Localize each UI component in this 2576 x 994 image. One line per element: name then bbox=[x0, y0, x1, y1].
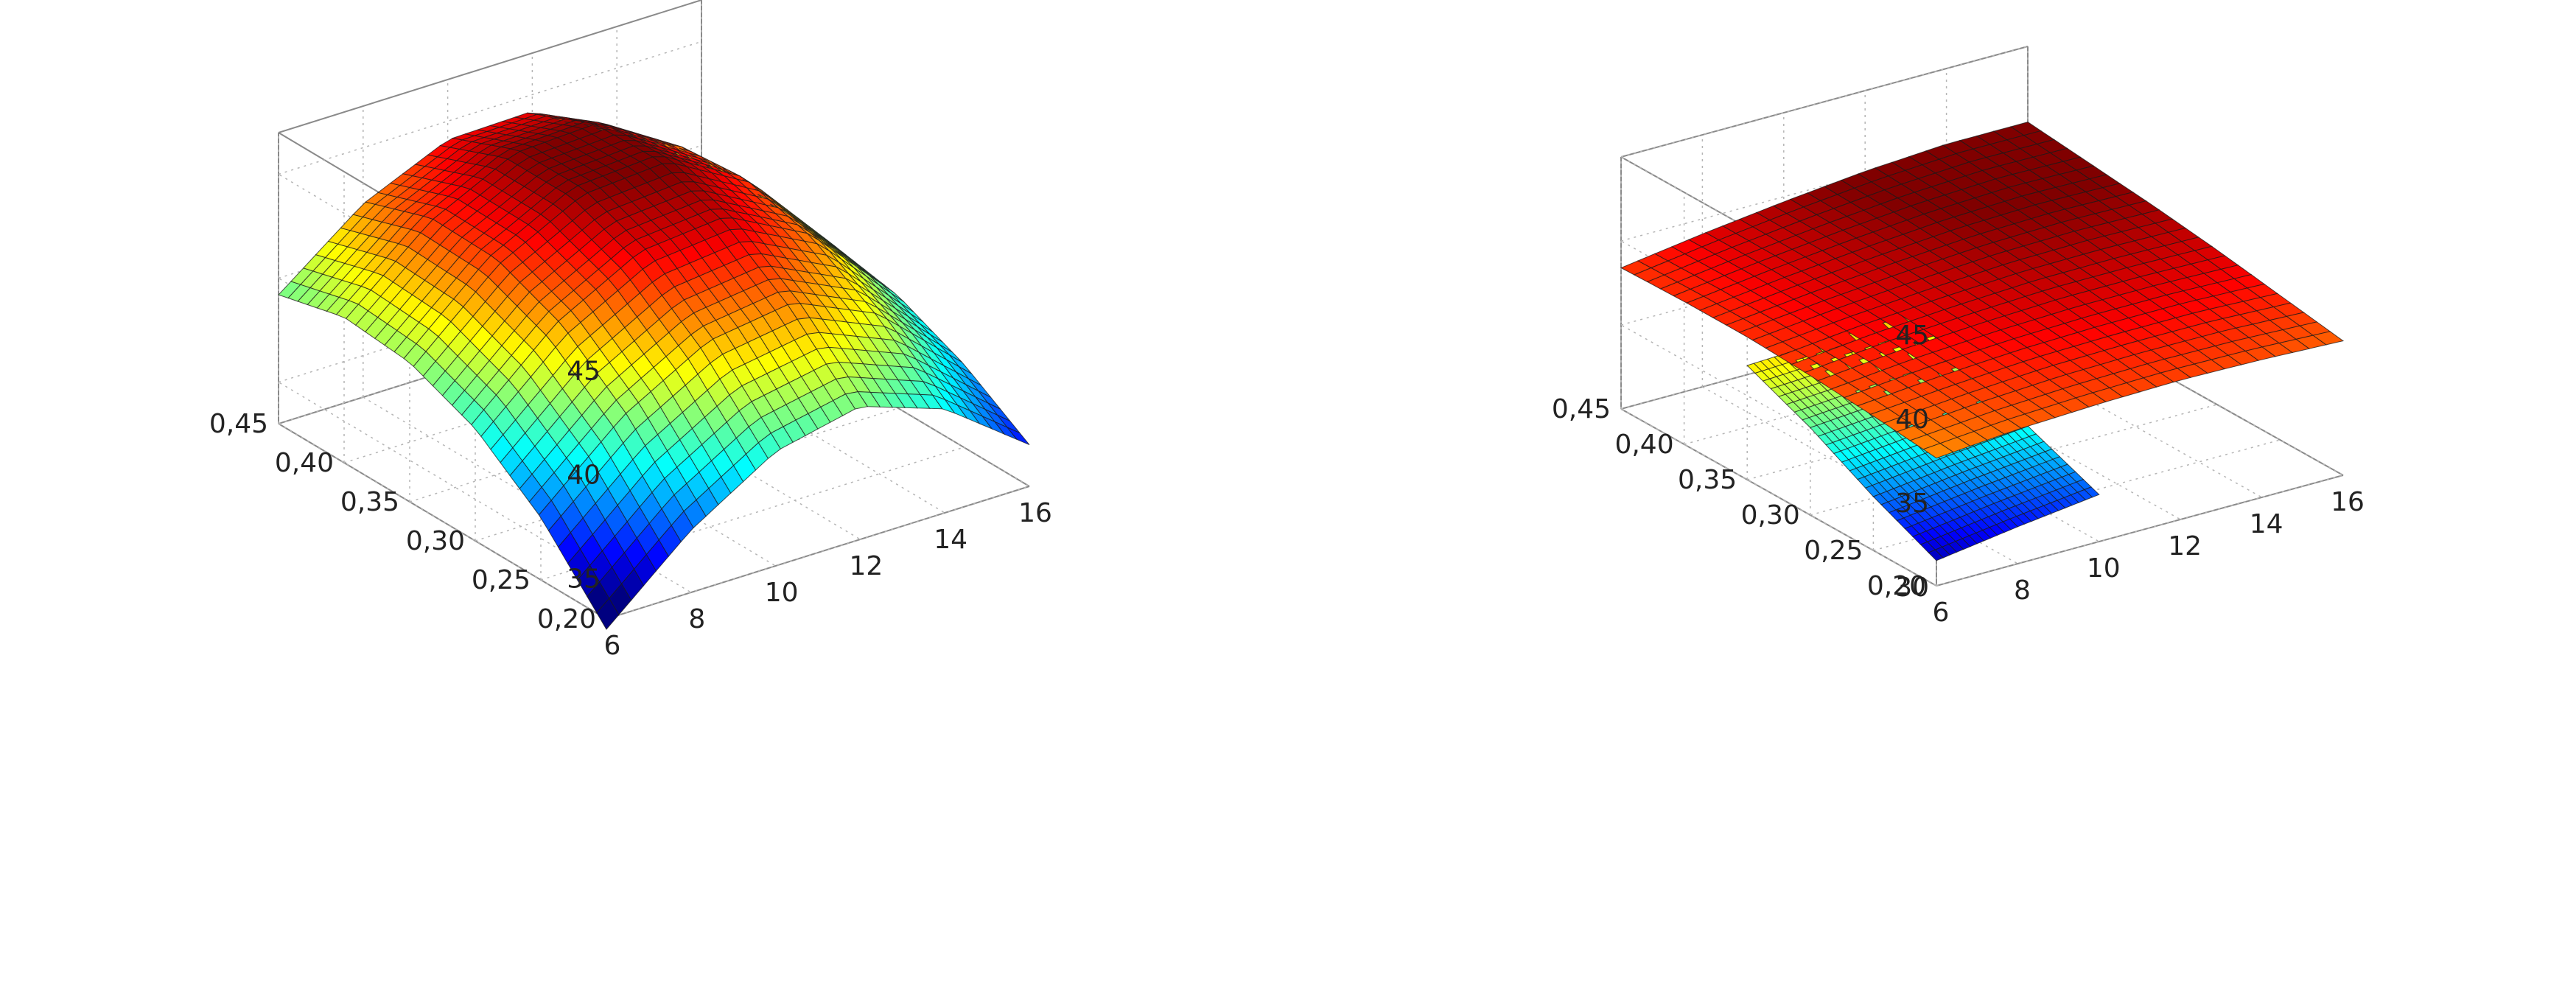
panel-b-surface bbox=[1620, 122, 2345, 561]
panel-a-gridline bbox=[409, 368, 833, 503]
panel-a-gridline bbox=[606, 486, 1030, 620]
panel-a-ticks: 6 8 10 12 14 16 0,200,250,300,350,400,45 35 40 45 bbox=[209, 356, 1052, 661]
panel-a-x-tick-label: 10 bbox=[765, 578, 799, 608]
panel-a-gridline bbox=[278, 41, 702, 175]
panel-b-frame-edge bbox=[1936, 475, 2344, 587]
panel-a-chart: 6 8 10 12 14 16 0,200,250,300,350,400,45 35 40 45 bbox=[209, 0, 1052, 661]
panel-a-y-tick-label: 0,40 bbox=[275, 448, 334, 478]
panel-b-y-tick-label: 0,30 bbox=[1741, 500, 1800, 531]
panel-a-y-tick-label: 0,30 bbox=[406, 526, 465, 556]
panel-b-gridline bbox=[1620, 408, 1937, 587]
panel-a-x-tick-label: 16 bbox=[1018, 498, 1052, 528]
panel-a-surface bbox=[278, 112, 1030, 630]
panel-a-gridline bbox=[278, 290, 702, 424]
panel-a-x-tick-label: 8 bbox=[688, 604, 705, 634]
panel-a-surface-patch bbox=[1007, 427, 1030, 446]
panel-b-x-tick-label: 14 bbox=[2250, 509, 2283, 539]
panel-a-z-tick-label: 45 bbox=[567, 356, 601, 386]
panel-a-gridline bbox=[278, 248, 702, 383]
panel-b-chart: 6 8 10 12 14 16 0,200,250,300,350,400,45 30 35 40… bbox=[1552, 46, 2365, 628]
panel-b-y-tick-label: 0,45 bbox=[1552, 394, 1611, 424]
panel-b-x-tick-label: 6 bbox=[1933, 598, 1950, 628]
panel-b-z-tick-label: 40 bbox=[1895, 405, 1929, 435]
panel-b-x-tick-label: 12 bbox=[2168, 531, 2202, 561]
panel-a-x-tick-label: 6 bbox=[604, 631, 621, 661]
panel-b-y-tick-label: 0,25 bbox=[1804, 536, 1863, 566]
panel-a-z-tick-label: 40 bbox=[567, 461, 601, 491]
panel-a-y-tick-label: 0,20 bbox=[537, 604, 596, 634]
panel-b-x-tick-label: 8 bbox=[2014, 575, 2031, 606]
panel-a-x-tick-label: 14 bbox=[934, 525, 967, 555]
panel-b-z-tick-label: 35 bbox=[1895, 489, 1929, 519]
panel-a-frame-edge bbox=[278, 423, 607, 620]
panel-b-y-tick-label: 0,35 bbox=[1678, 465, 1737, 495]
panel-b-x-tick-label: 16 bbox=[2331, 487, 2365, 517]
panel-b-frame-edge bbox=[1620, 46, 2029, 158]
panel-b-y-tick-label: 0,20 bbox=[1867, 571, 1926, 601]
panel-b-y-tick-label: 0,40 bbox=[1614, 430, 1673, 460]
panel-a-y-tick-label: 0,45 bbox=[209, 409, 268, 439]
panel-a-y-tick-label: 0,35 bbox=[340, 487, 399, 517]
panel-a-x-tick-label: 12 bbox=[849, 551, 883, 581]
panel-b-z-tick-label: 45 bbox=[1895, 321, 1929, 351]
panel-b-ticks: 6 8 10 12 14 16 0,200,250,300,350,400,45 30 35 40… bbox=[1552, 321, 2365, 628]
panel-b-surface-patch bbox=[2083, 486, 2100, 498]
panel-a-gridline bbox=[343, 329, 768, 463]
panel-a-frame-edge bbox=[278, 0, 702, 133]
panel-b-surface-patch bbox=[2312, 331, 2345, 346]
panel-b-z-tick-label: 30 bbox=[1895, 573, 1929, 603]
panel-a-z-tick-label: 35 bbox=[567, 564, 601, 595]
panel-a-y-tick-label: 0,25 bbox=[472, 565, 531, 595]
panel-b-x-tick-label: 10 bbox=[2087, 553, 2121, 584]
